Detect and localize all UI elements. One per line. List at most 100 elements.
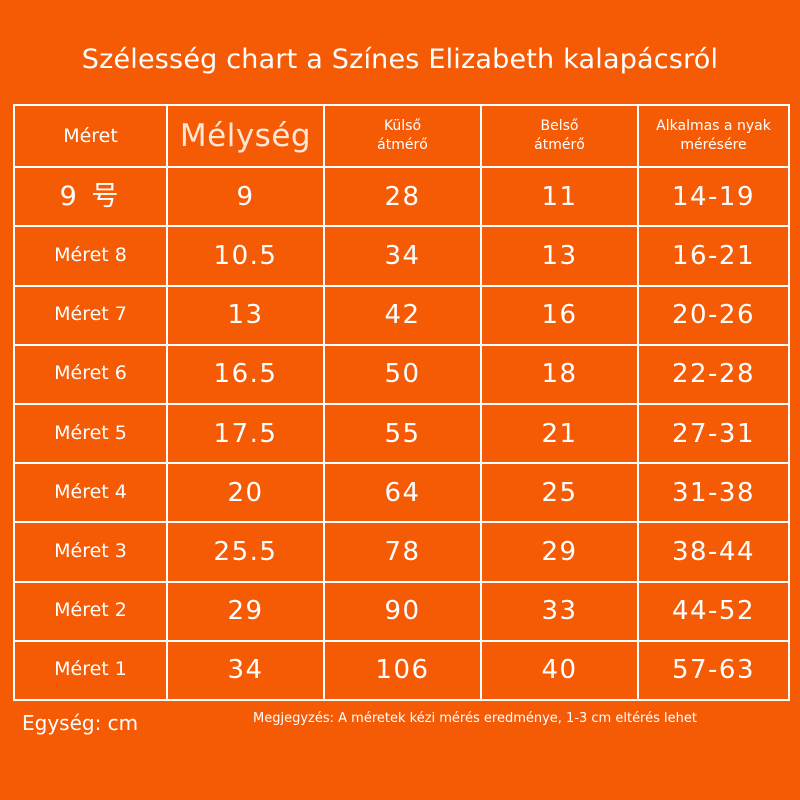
table-row: Méret 7 13 42 16 20-26 (13, 284, 790, 346)
inner-cell: 18 (480, 343, 639, 405)
outer-cell: 78 (323, 521, 482, 583)
depth-value: 25.5 (213, 536, 278, 567)
neck-value: 44-52 (671, 596, 756, 627)
table-row: Méret 5 17.5 55 21 27-31 (13, 402, 790, 465)
size-cell: Méret 8 (13, 225, 168, 287)
outer-cell: 28 (323, 166, 482, 228)
inner-value: 33 (541, 596, 578, 627)
neck-cell: 31-38 (637, 462, 790, 524)
outer-cell: 106 (323, 639, 482, 702)
neck-cell: 16-21 (637, 225, 790, 287)
neck-value: 16-21 (671, 240, 756, 271)
depth-cell: 29 (166, 580, 325, 642)
depth-value: 16.5 (213, 359, 278, 390)
outer-cell: 50 (323, 343, 482, 405)
neck-cell: 38-44 (637, 521, 790, 583)
header-inner-cell: Belső átmérő (480, 103, 639, 169)
outer-cell: 64 (323, 462, 482, 524)
inner-cell: 29 (480, 521, 639, 583)
size-label: Méret 4 (54, 480, 127, 503)
inner-value: 29 (541, 536, 578, 567)
depth-value: 29 (227, 596, 264, 627)
table-row: Méret 4 20 64 25 31-38 (13, 462, 790, 524)
table-row: 9 号 9 28 11 14-19 (13, 166, 790, 228)
outer-value: 106 (375, 655, 430, 686)
outer-cell: 42 (323, 284, 482, 346)
depth-value: 9 (236, 181, 255, 212)
depth-cell: 17.5 (166, 402, 325, 465)
depth-value: 20 (227, 477, 264, 508)
neck-cell: 57-63 (637, 639, 790, 702)
depth-value: 10.5 (213, 240, 278, 271)
inner-value: 25 (541, 477, 578, 508)
size-label: Méret 6 (54, 362, 127, 385)
outer-value: 28 (384, 181, 421, 212)
neck-cell: 44-52 (637, 580, 790, 642)
size-cell: Méret 2 (13, 580, 168, 642)
outer-value: 90 (384, 596, 421, 627)
table-row: Méret 1 34 106 40 57-63 (13, 639, 790, 702)
neck-value: 14-19 (671, 181, 756, 212)
depth-cell: 9 (166, 166, 325, 228)
outer-value: 50 (384, 359, 421, 390)
depth-value: 34 (227, 655, 264, 686)
neck-value: 38-44 (671, 536, 756, 567)
header-size: Méret (63, 125, 118, 148)
outer-value: 78 (384, 536, 421, 567)
inner-value: 21 (541, 418, 578, 449)
neck-cell: 22-28 (637, 343, 790, 405)
size-cell: Méret 4 (13, 462, 168, 524)
inner-cell: 33 (480, 580, 639, 642)
size-cell: 9 号 (13, 166, 168, 228)
outer-cell: 34 (323, 225, 482, 287)
outer-cell: 90 (323, 580, 482, 642)
table-row: Méret 8 10.5 34 13 16-21 (13, 225, 790, 287)
outer-value: 55 (384, 418, 421, 449)
depth-cell: 16.5 (166, 343, 325, 405)
inner-value: 11 (541, 181, 578, 212)
depth-value: 13 (227, 300, 264, 331)
size-chart-table: Méret Mélység Külső átmérő Belső átmérő … (13, 103, 790, 702)
depth-value: 17.5 (213, 418, 278, 449)
size-label: Méret 5 (54, 421, 127, 444)
inner-cell: 25 (480, 462, 639, 524)
page-title: Szélesség chart a Színes Elizabeth kalap… (81, 44, 719, 75)
size-label: Méret 7 (54, 303, 127, 326)
size-cell: Méret 1 (13, 639, 168, 702)
size-label: Méret 2 (54, 599, 127, 622)
size-cell: Méret 3 (13, 521, 168, 583)
neck-cell: 14-19 (637, 166, 790, 228)
header-inner-diameter: Belső átmérő (534, 118, 585, 154)
depth-cell: 25.5 (166, 521, 325, 583)
neck-cell: 27-31 (637, 402, 790, 465)
unit-label: Egység: cm (22, 711, 139, 735)
inner-value: 40 (541, 655, 578, 686)
neck-value: 31-38 (671, 477, 756, 508)
inner-cell: 11 (480, 166, 639, 228)
measurement-note: Megjegyzés: A méretek kézi mérés eredmén… (253, 711, 697, 726)
header-depth-cell: Mélység (166, 103, 325, 169)
inner-value: 18 (541, 359, 578, 390)
inner-cell: 21 (480, 402, 639, 465)
inner-cell: 13 (480, 225, 639, 287)
table-row: Méret 6 16.5 50 18 22-28 (13, 343, 790, 405)
neck-value: 22-28 (671, 359, 756, 390)
inner-value: 13 (541, 240, 578, 271)
neck-value: 57-63 (671, 655, 756, 686)
depth-cell: 10.5 (166, 225, 325, 287)
inner-cell: 40 (480, 639, 639, 702)
header-outer-cell: Külső átmérő (323, 103, 482, 169)
outer-value: 34 (384, 240, 421, 271)
inner-value: 16 (541, 300, 578, 331)
size-label: Méret 8 (54, 244, 127, 267)
size-cell: Méret 6 (13, 343, 168, 405)
header-neck-cell: Alkalmas a nyak mérésére (637, 103, 790, 169)
outer-cell: 55 (323, 402, 482, 465)
outer-value: 42 (384, 300, 421, 331)
size-label: 9 号 (59, 181, 122, 213)
table-header-row: Méret Mélység Külső átmérő Belső átmérő … (13, 103, 790, 169)
outer-value: 64 (384, 477, 421, 508)
header-depth: Mélység (179, 118, 312, 155)
table-row: Méret 3 25.5 78 29 38-44 (13, 521, 790, 583)
table-row: Méret 2 29 90 33 44-52 (13, 580, 790, 642)
